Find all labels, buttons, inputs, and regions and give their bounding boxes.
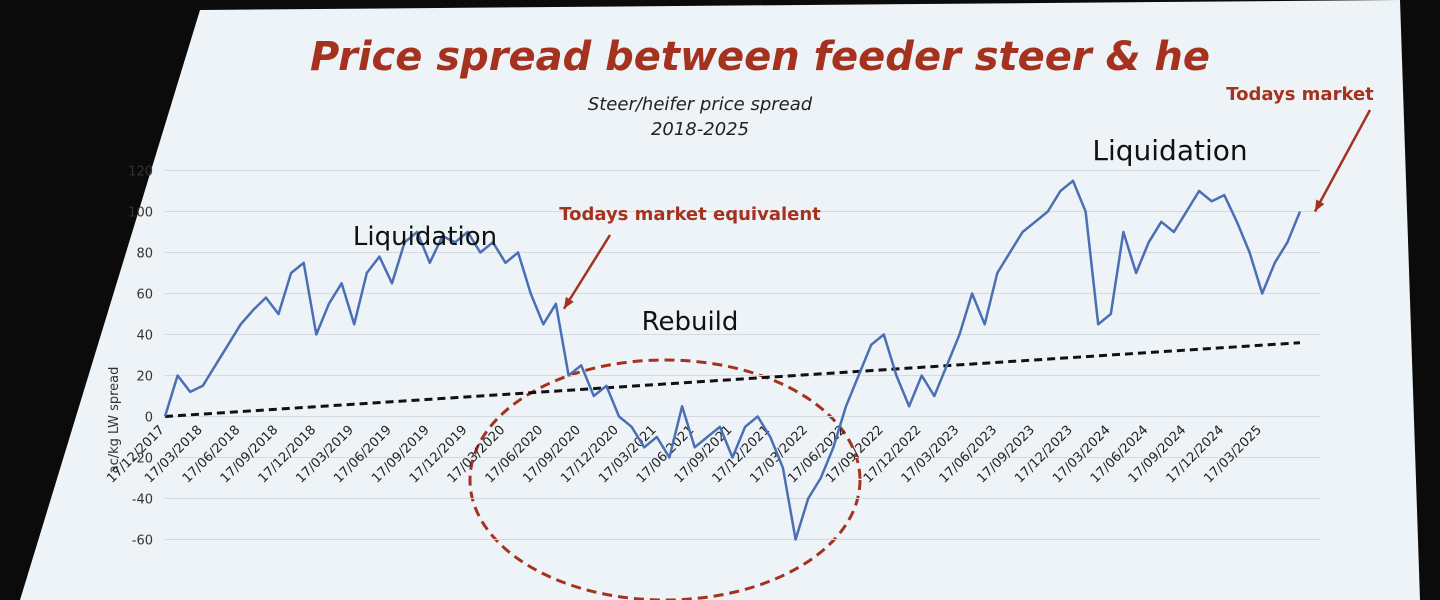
annotation: Todays market equivalent (559, 204, 821, 225)
arrow-head (1315, 199, 1325, 212)
annotation: Liquidation (353, 222, 497, 252)
y-tick-label: 60 (136, 288, 153, 303)
series-line (163, 179, 1302, 541)
chart-subtitle: Steer/heifer price spread (588, 94, 813, 115)
arrow (562, 234, 612, 310)
trend-line (164, 341, 1301, 418)
y-tick-label: 120 (128, 165, 153, 180)
rebuild-circle (468, 358, 862, 600)
chart-subtitle: 2018-2025 (651, 119, 749, 140)
y-tick-label: -20 (132, 452, 153, 467)
y-tick-label: -40 (132, 493, 153, 508)
chart-title: Price spread between feeder steer & he (310, 34, 1210, 80)
y-tick-label: 100 (128, 206, 153, 221)
slide (20, 0, 1420, 600)
y-tick-label: 0 (145, 411, 153, 426)
annotation: Rebuild (642, 307, 739, 337)
annotation: Todays market (1226, 84, 1374, 105)
y-tick-label: 80 (136, 247, 153, 262)
annotation: Liquidation (1092, 134, 1247, 167)
arrow-head (563, 296, 574, 309)
arrow (1313, 109, 1372, 213)
y-tick-label: 20 (136, 370, 153, 385)
y-tick-label: 40 (136, 329, 153, 344)
y-tick-label: -60 (132, 534, 153, 549)
y-axis-label: ac/kg LW spread (107, 367, 122, 474)
